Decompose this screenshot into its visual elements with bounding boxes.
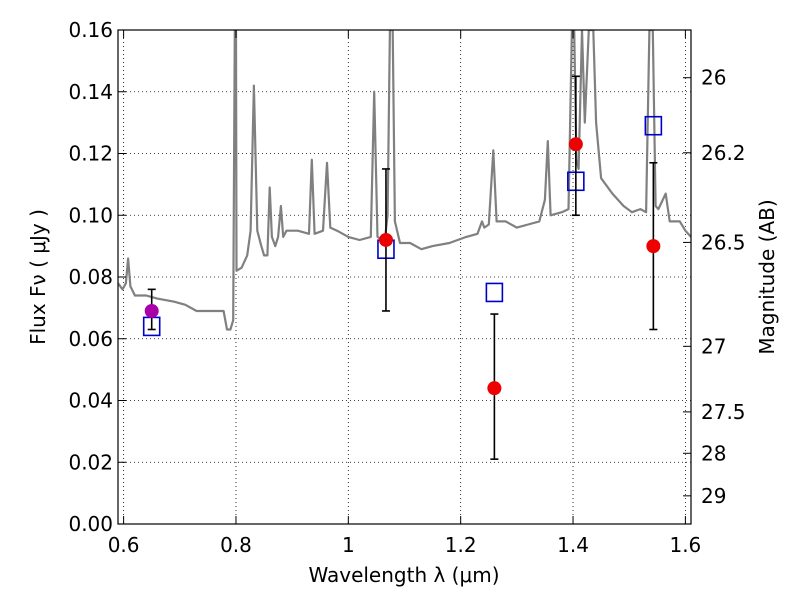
observed-point [568,137,583,152]
plot-frame [117,29,692,525]
right-tick-label: 26.2 [701,141,746,165]
x-tick-label: 1.2 [445,533,477,557]
y-tick-label: 0.06 [68,327,113,351]
right-tick-label: 27.5 [701,400,746,424]
y-tick-label: 0.02 [68,450,113,474]
x-tick-label: 1.6 [669,533,701,557]
observed-point [487,381,502,396]
y-tick-label: 0.16 [68,18,113,42]
data-marks [142,75,663,460]
y-tick-label: 0.12 [68,142,113,166]
observed-point [378,232,393,247]
x-tick-label: 1.4 [557,533,589,557]
right-tick-label: 26 [701,66,726,90]
observed-point [646,239,661,254]
x-axis-label: Wavelength λ (μm) [308,563,499,587]
right-tick-label: 27 [701,334,726,358]
y-tick-label: 0.14 [68,80,113,104]
right-tick-label: 28 [701,441,726,465]
model-point [644,115,663,136]
right-axis-label: Magnitude (AB) [755,199,779,354]
x-tick-label: 0.8 [220,533,252,557]
model-point [485,282,504,303]
x-tick-label: 1 [342,533,355,557]
y-tick-label: 0.04 [68,389,113,413]
y-axis-label: Flux Fν ( μJy ) [26,209,50,345]
x-tick-label: 0.6 [108,533,140,557]
y-tick-label: 0.08 [68,265,113,289]
right-tick-label: 29 [701,484,726,508]
axis-ticks: 0.6 0.8 1 1.2 1.4 1.6 0.00 0.02 0.04 0.06 0.08 0.10… [68,18,745,557]
right-tick-label: 26.5 [701,230,746,254]
y-tick-label: 0.00 [68,512,113,536]
observed-point [144,303,159,318]
y-tick-label: 0.10 [68,203,113,227]
template-spectrum-line [118,30,691,331]
grid [118,29,691,525]
